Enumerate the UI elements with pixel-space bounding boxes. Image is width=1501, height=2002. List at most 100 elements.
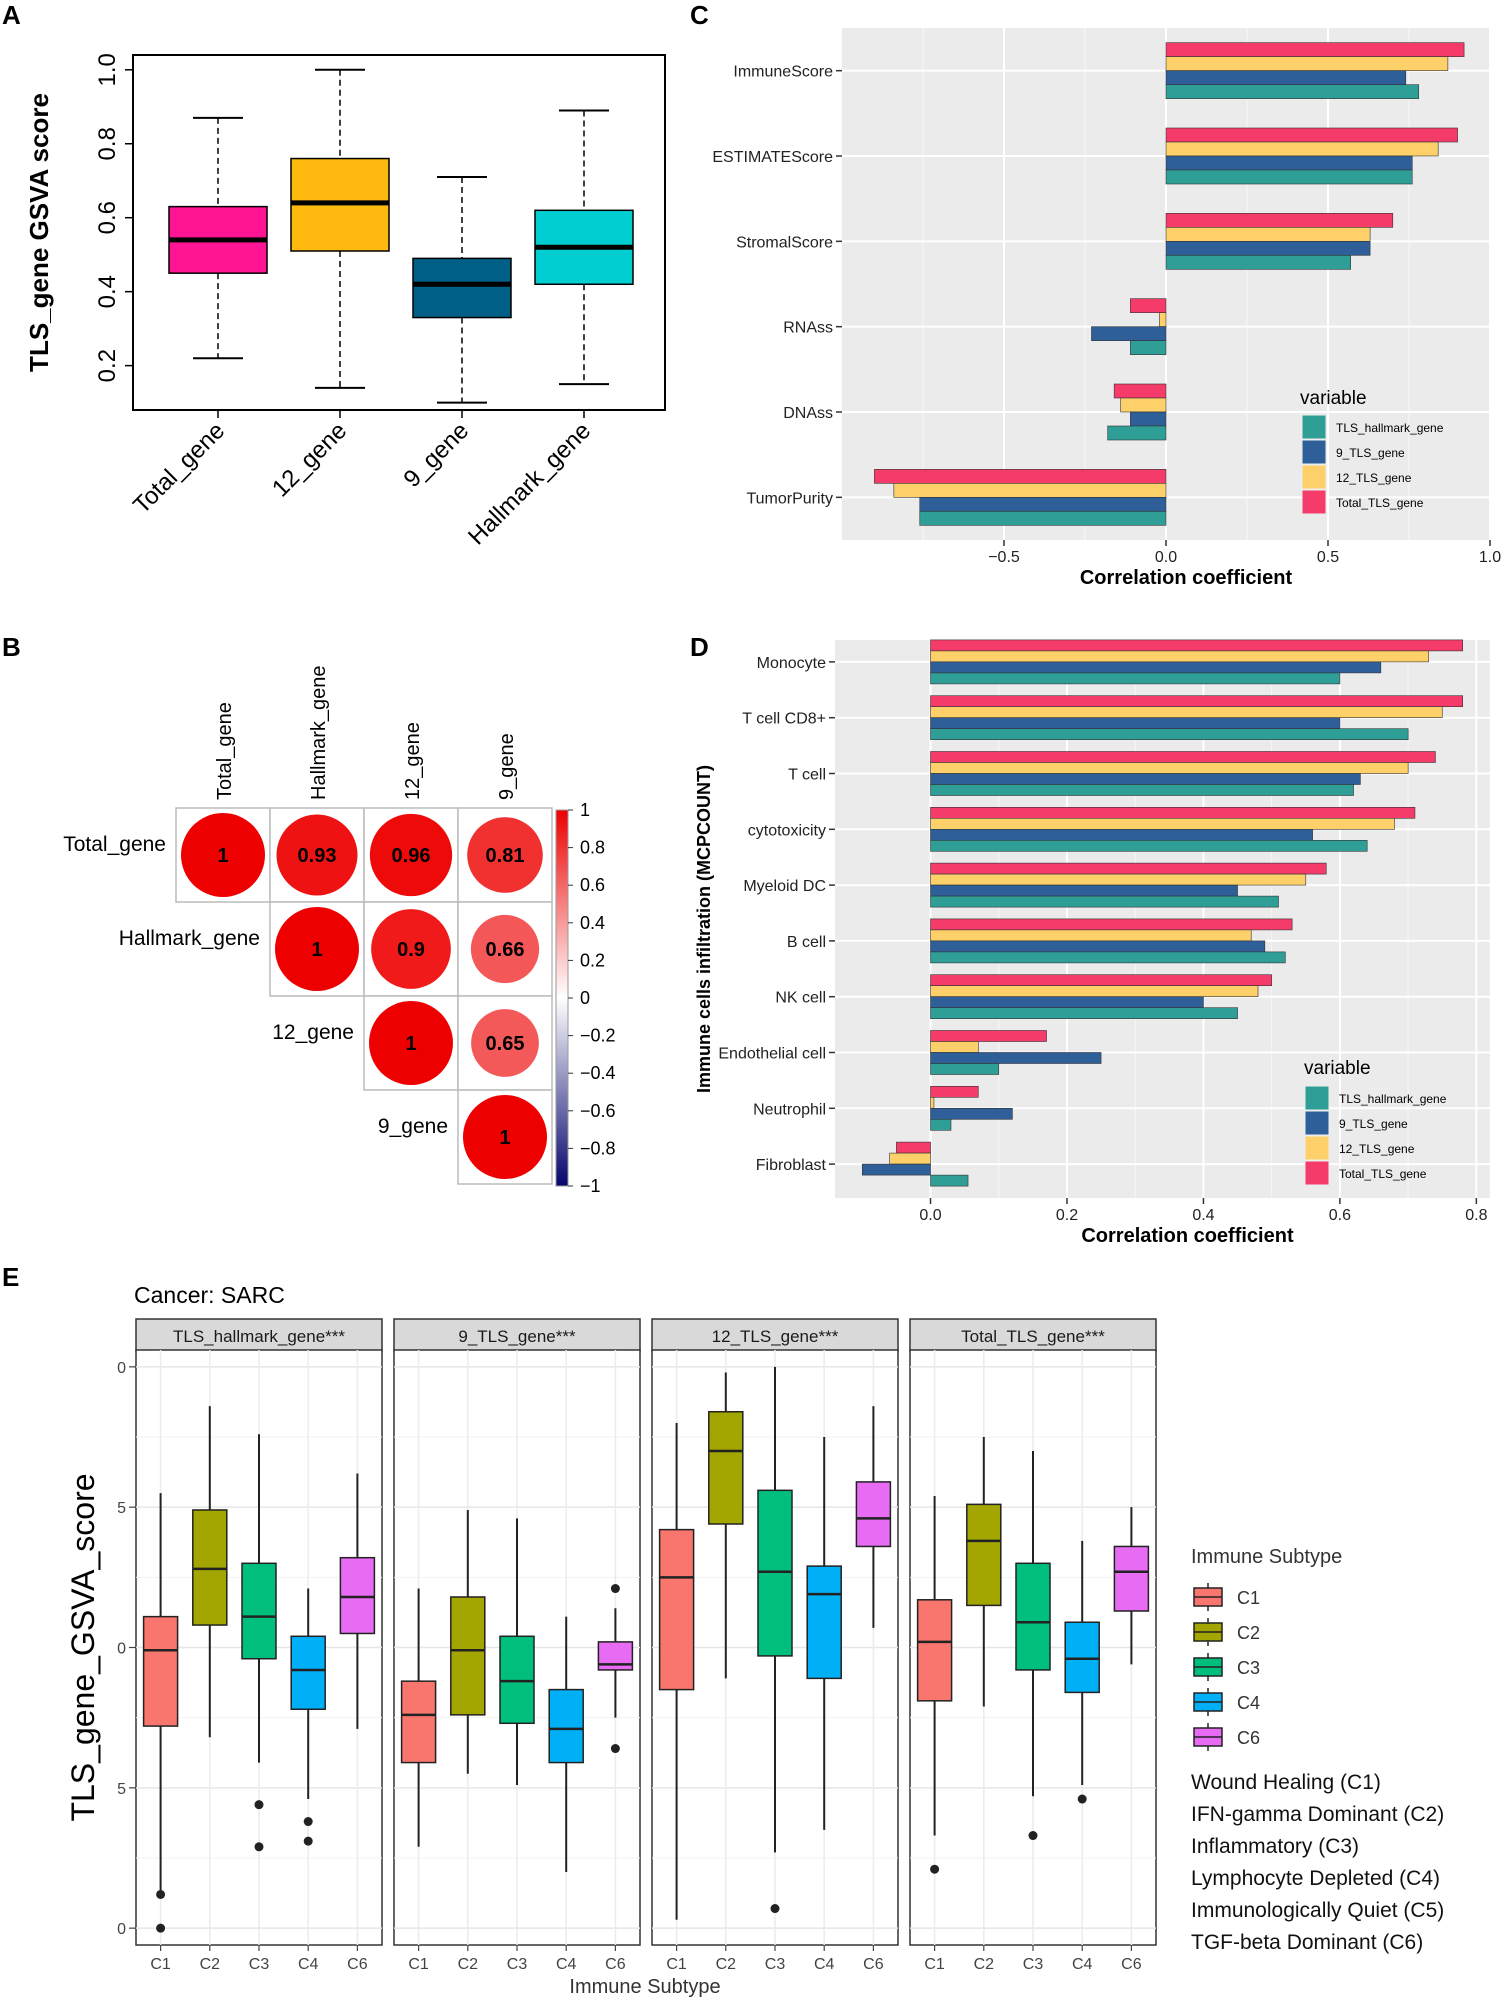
d-legend-label: TLS_hallmark_gene (1339, 1092, 1447, 1106)
c-legend-swatch (1301, 439, 1327, 465)
e-subtype-description: Lymphocyte Depleted (C4) (1191, 1867, 1440, 1890)
e-box (1113, 1545, 1150, 1612)
a-y-tick-label: 0.8 (94, 127, 121, 160)
d-bar (930, 873, 1307, 886)
e-x-tick-label: C6 (605, 1956, 626, 1973)
e-legend-label: C3 (1237, 1658, 1260, 1678)
d-bar (930, 717, 1341, 730)
c-bar (1113, 383, 1167, 399)
a-y-axis-title: TLS_gene GSVA score (24, 93, 54, 372)
e-x-tick-label: C2 (458, 1956, 479, 1973)
e-x-tick-label: C6 (1121, 1956, 1142, 1973)
c-x-axis-title: Correlation coefficient (1080, 567, 1293, 589)
b-colorbar-label: −1 (580, 1176, 601, 1196)
c-bar (1165, 42, 1465, 57)
e-facet-title: 12_TLS_gene*** (712, 1327, 839, 1346)
d-bar (930, 1063, 1000, 1075)
c-y-tick-label: ImmuneScore (733, 64, 833, 81)
b-corr-value: 0.93 (298, 845, 337, 867)
c-legend-label: TLS_hallmark_gene (1336, 421, 1444, 435)
d-legend-label: 12_TLS_gene (1339, 1142, 1415, 1156)
d-bar (930, 1086, 979, 1098)
b-col-label: 9_gene (496, 733, 518, 800)
d-y-tick-label: Monocyte (757, 655, 826, 672)
e-facet-strip (393, 1318, 641, 1352)
b-colorbar-label: 0.8 (580, 838, 605, 858)
d-bar (930, 895, 1279, 908)
b-colorbar-label: 0.6 (580, 875, 605, 895)
e-outlier-point (610, 1744, 620, 1754)
d-bar (930, 762, 1409, 774)
d-bar (930, 639, 1464, 652)
c-bar (1107, 425, 1167, 441)
d-x-tick-label: 0.0 (919, 1207, 941, 1224)
e-outlier-point (156, 1889, 166, 1899)
e-legend-label: C2 (1237, 1623, 1260, 1643)
e-x-tick-label: C4 (298, 1956, 319, 1973)
b-colorbar (555, 809, 569, 1187)
e-outlier-point (156, 1923, 166, 1933)
d-bar (930, 951, 1286, 964)
e-box (548, 1688, 584, 1764)
d-bar (930, 1030, 1047, 1042)
a-y-tick-label: 0.6 (94, 201, 121, 234)
b-corr-circle (470, 914, 540, 984)
b-corr-circle (181, 813, 265, 897)
d-bar (930, 974, 1272, 987)
e-x-axis-title: Immune Subtype (569, 1976, 720, 1998)
d-bar (889, 1152, 931, 1165)
b-colorbar-label: 0 (580, 988, 590, 1008)
b-corr-value: 0.9 (397, 939, 425, 961)
d-y-tick-label: Endothelial cell (718, 1046, 826, 1063)
d-bar (930, 1052, 1102, 1064)
b-corr-value: 0.81 (486, 845, 525, 867)
b-colorbar-label: 1 (580, 800, 590, 820)
d-y-tick-label: Fibroblast (756, 1157, 827, 1174)
d-bar (896, 1141, 931, 1154)
e-subtype-description: TGF-beta Dominant (C6) (1191, 1931, 1423, 1954)
d-bar (930, 695, 1464, 708)
d-y-tick-label: NK cell (775, 990, 826, 1007)
d-bar (930, 929, 1252, 942)
c-legend-swatch (1301, 489, 1327, 515)
e-legend-label: C6 (1237, 1728, 1260, 1748)
c-bar (874, 469, 1167, 484)
b-colorbar-label: 0.2 (580, 950, 605, 970)
d-legend-label: 9_TLS_gene (1339, 1117, 1408, 1131)
e-x-tick-label: C3 (249, 1956, 270, 1973)
e-y-tick-label: 5 (117, 1500, 126, 1517)
b-corr-value: 0.66 (486, 939, 525, 961)
d-bar (930, 751, 1436, 763)
e-x-tick-label: C2 (716, 1956, 737, 1973)
c-bar (919, 497, 1167, 512)
a-y-tick-label: 0.4 (94, 275, 121, 308)
d-bar (930, 650, 1429, 663)
e-x-tick-label: C4 (814, 1956, 835, 1973)
d-bar (930, 1097, 935, 1109)
e-x-tick-label: C2 (974, 1956, 995, 1973)
e-outlier-point (303, 1836, 313, 1846)
e-box (1015, 1562, 1051, 1671)
b-corr-circle (371, 909, 451, 989)
c-bar (1165, 169, 1413, 185)
e-outlier-point (1028, 1831, 1038, 1841)
e-x-tick-label: C1 (150, 1956, 171, 1973)
e-box (658, 1528, 695, 1691)
d-y-tick-label: Myeloid DC (743, 878, 826, 895)
b-row-label: Hallmark_gene (119, 927, 260, 950)
c-bar (1165, 84, 1420, 99)
e-box (339, 1556, 376, 1635)
d-x-tick-label: 0.2 (1056, 1207, 1078, 1224)
e-x-tick-label: C6 (863, 1956, 884, 1973)
e-facet-title: Total_TLS_gene*** (961, 1327, 1105, 1346)
d-legend-swatch (1304, 1160, 1330, 1186)
b-row-label: 12_gene (272, 1021, 354, 1044)
b-row-label: Total_gene (63, 833, 166, 856)
panel-label-b: B (2, 632, 21, 662)
c-bar (1120, 397, 1167, 413)
b-corr-value: 0.96 (392, 845, 431, 867)
b-corr-circle (471, 1009, 539, 1077)
a-box (412, 257, 512, 319)
d-legend-swatch (1304, 1110, 1330, 1136)
c-y-tick-label: ESTIMATEScore (712, 149, 833, 166)
